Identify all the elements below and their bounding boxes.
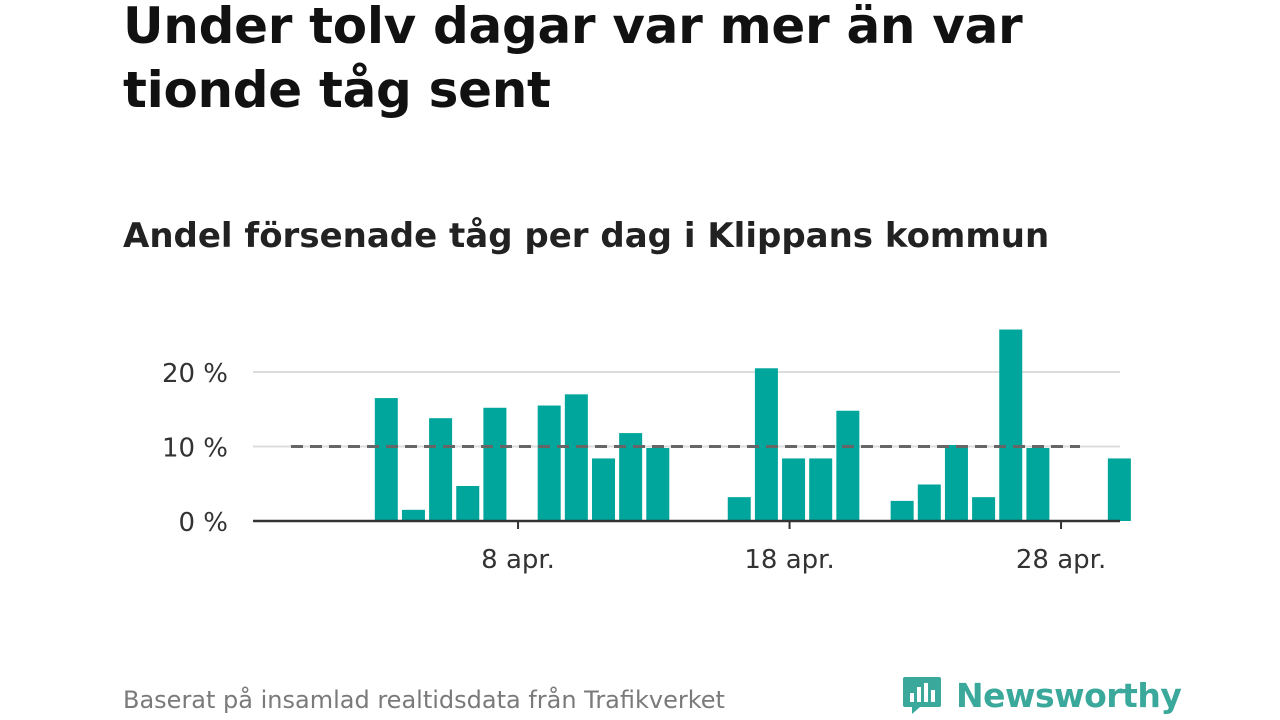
bar — [917, 484, 941, 521]
bar — [999, 329, 1023, 521]
x-tick-label: 8 apr. — [481, 545, 555, 575]
bar — [456, 485, 480, 521]
bar — [836, 410, 860, 521]
y-tick-label: 0 % — [178, 508, 228, 538]
brand-name: Newsworthy — [956, 675, 1182, 715]
source-note: Baserat på insamlad realtidsdata från Tr… — [123, 686, 725, 714]
bar — [619, 433, 643, 521]
bar — [782, 458, 806, 521]
bar — [429, 418, 453, 521]
bar — [374, 398, 398, 521]
y-tick-label: 20 % — [162, 359, 228, 389]
bar — [1107, 458, 1131, 521]
bar — [944, 445, 968, 521]
chart-title: Under tolv dagar var mer än var tionde t… — [123, 0, 1023, 119]
bar — [754, 368, 778, 521]
x-tick-label: 18 apr. — [744, 545, 834, 575]
bar-chart: 0 % 10 % 20 % 8 apr. 18 apr. 28 apr. — [162, 329, 1131, 575]
bar — [592, 458, 615, 521]
chart-subtitle: Andel försenade tåg per dag i Klippans k… — [123, 216, 1050, 256]
bar — [1026, 447, 1050, 521]
bar — [972, 497, 996, 521]
y-tick-label: 10 % — [162, 434, 228, 464]
bar — [564, 394, 588, 521]
bar — [401, 509, 425, 521]
bar — [890, 500, 914, 521]
bar — [727, 497, 751, 521]
bar-chart-speech-bubble-icon — [903, 677, 941, 714]
bar — [809, 458, 833, 521]
x-tick-label: 28 apr. — [1016, 545, 1106, 575]
bar — [483, 407, 507, 521]
bar — [537, 405, 561, 521]
bar — [646, 447, 670, 521]
brand-logo: Newsworthy — [902, 670, 1182, 720]
